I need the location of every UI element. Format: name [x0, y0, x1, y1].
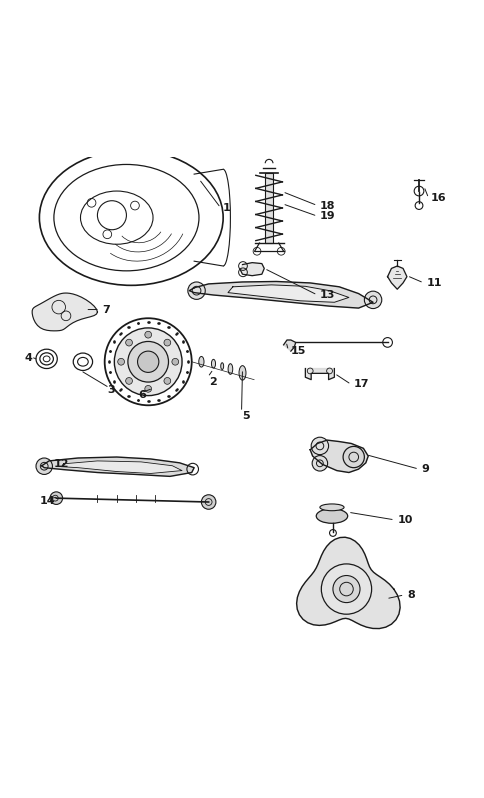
- Ellipse shape: [227, 364, 232, 374]
- Circle shape: [50, 492, 62, 504]
- Circle shape: [201, 495, 215, 509]
- Polygon shape: [240, 263, 264, 275]
- Polygon shape: [42, 457, 194, 476]
- Circle shape: [321, 564, 371, 614]
- Text: 12: 12: [54, 460, 69, 469]
- Circle shape: [128, 342, 168, 382]
- Polygon shape: [189, 282, 372, 308]
- Circle shape: [312, 456, 327, 471]
- Circle shape: [114, 328, 182, 396]
- Polygon shape: [387, 266, 406, 289]
- Bar: [264, 173, 273, 243]
- Circle shape: [145, 331, 151, 338]
- Ellipse shape: [220, 363, 223, 369]
- Circle shape: [171, 358, 178, 365]
- Text: 15: 15: [290, 346, 305, 356]
- Text: 3: 3: [107, 385, 115, 395]
- Ellipse shape: [239, 365, 245, 380]
- Text: 17: 17: [353, 380, 368, 389]
- Text: 10: 10: [396, 515, 412, 525]
- Polygon shape: [61, 461, 182, 473]
- Circle shape: [363, 291, 381, 309]
- Text: 11: 11: [425, 278, 441, 288]
- Text: 7: 7: [102, 305, 110, 314]
- Text: 2: 2: [208, 377, 216, 387]
- Text: 16: 16: [430, 193, 446, 203]
- Text: 19: 19: [319, 211, 335, 221]
- Circle shape: [311, 437, 328, 455]
- Circle shape: [164, 377, 170, 385]
- Polygon shape: [305, 369, 333, 380]
- Ellipse shape: [319, 504, 343, 511]
- Polygon shape: [283, 340, 295, 351]
- Text: 14: 14: [39, 496, 55, 506]
- Text: 13: 13: [319, 290, 334, 300]
- Circle shape: [125, 339, 132, 346]
- Polygon shape: [296, 537, 399, 629]
- Circle shape: [137, 351, 158, 373]
- Polygon shape: [227, 285, 348, 302]
- Text: 5: 5: [242, 411, 250, 421]
- Circle shape: [342, 446, 363, 468]
- Circle shape: [164, 339, 170, 346]
- Text: 6: 6: [138, 390, 146, 400]
- Text: 18: 18: [319, 200, 335, 211]
- Circle shape: [332, 575, 359, 602]
- Text: 8: 8: [406, 590, 414, 600]
- Text: 9: 9: [421, 464, 428, 474]
- Ellipse shape: [316, 509, 347, 523]
- Polygon shape: [32, 293, 97, 331]
- Text: 1: 1: [223, 203, 230, 213]
- Text: 4: 4: [25, 353, 33, 363]
- Polygon shape: [310, 440, 367, 472]
- Circle shape: [118, 358, 124, 365]
- Circle shape: [145, 385, 151, 393]
- Circle shape: [187, 282, 205, 299]
- Ellipse shape: [198, 357, 204, 367]
- Circle shape: [36, 458, 52, 475]
- Ellipse shape: [211, 359, 215, 368]
- Circle shape: [125, 377, 132, 385]
